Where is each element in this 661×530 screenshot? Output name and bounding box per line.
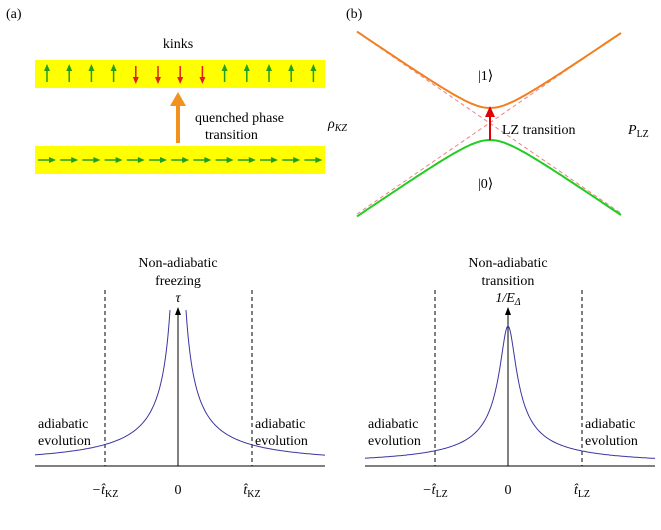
note: evolution bbox=[368, 434, 421, 449]
plot-title: transition bbox=[482, 274, 535, 289]
note: adiabatic bbox=[368, 417, 419, 432]
plot-title: Non-adiabatic bbox=[138, 256, 217, 271]
tick-label: t̂LZ bbox=[574, 483, 590, 500]
panel-a: (a) kinks quenched phase transition ρKZ bbox=[6, 7, 347, 174]
note: evolution bbox=[255, 434, 308, 449]
tick-label: t̂KZ bbox=[243, 483, 260, 500]
axis-label: τ bbox=[175, 291, 181, 306]
tick-label: 0 bbox=[505, 483, 512, 498]
plot-title: Non-adiabatic bbox=[468, 256, 547, 271]
quench-label: quenched phase bbox=[195, 111, 284, 126]
state-label: |1⟩ bbox=[478, 69, 493, 84]
figure: (a) kinks quenched phase transition ρKZ … bbox=[0, 0, 661, 530]
note: adiabatic bbox=[255, 417, 306, 432]
prob-main: P bbox=[627, 123, 637, 138]
note: evolution bbox=[585, 434, 638, 449]
tick-label: −t̂KZ bbox=[92, 483, 119, 500]
note: adiabatic bbox=[38, 417, 89, 432]
panel-b: (b) |1⟩ |0⟩ LZ transition PLZ bbox=[346, 7, 649, 216]
quench-label: transition bbox=[205, 128, 258, 143]
tick-label: 0 bbox=[175, 483, 182, 498]
tick-sub: LZ bbox=[578, 489, 590, 500]
plots: Non-adiabatic freezing τ adiabatic evolution… bbox=[35, 256, 655, 500]
tick-sub: KZ bbox=[247, 489, 260, 500]
tick-main: 0 bbox=[175, 483, 182, 498]
plot-kz: Non-adiabatic freezing τ adiabatic evolution… bbox=[35, 256, 325, 500]
tick-sub: LZ bbox=[436, 489, 448, 500]
prob-sub: LZ bbox=[637, 129, 649, 140]
state-label: |0⟩ bbox=[478, 177, 493, 192]
panel-label: (b) bbox=[346, 7, 363, 22]
tick-sub: KZ bbox=[105, 489, 118, 500]
transition-label: LZ transition bbox=[502, 123, 576, 138]
tick-label: −t̂LZ bbox=[422, 483, 448, 500]
quench-arrow-head bbox=[170, 92, 186, 106]
plot-lz: Non-adiabatictransition1/EΔadiabaticevol… bbox=[365, 256, 655, 500]
axis-label-sub: Δ bbox=[514, 297, 521, 308]
plot-title: freezing bbox=[155, 274, 201, 289]
rho-label: ρKZ bbox=[327, 117, 347, 134]
prob-label: PLZ bbox=[627, 123, 649, 140]
tick-main: 0 bbox=[505, 483, 512, 498]
kinks-label: kinks bbox=[163, 37, 193, 52]
note: evolution bbox=[38, 434, 91, 449]
rho-sub: KZ bbox=[334, 123, 348, 134]
note: adiabatic bbox=[585, 417, 636, 432]
axis-label: 1/EΔ bbox=[495, 291, 520, 308]
axis-label-main: 1/E bbox=[495, 291, 515, 306]
panel-label: (a) bbox=[6, 7, 22, 22]
